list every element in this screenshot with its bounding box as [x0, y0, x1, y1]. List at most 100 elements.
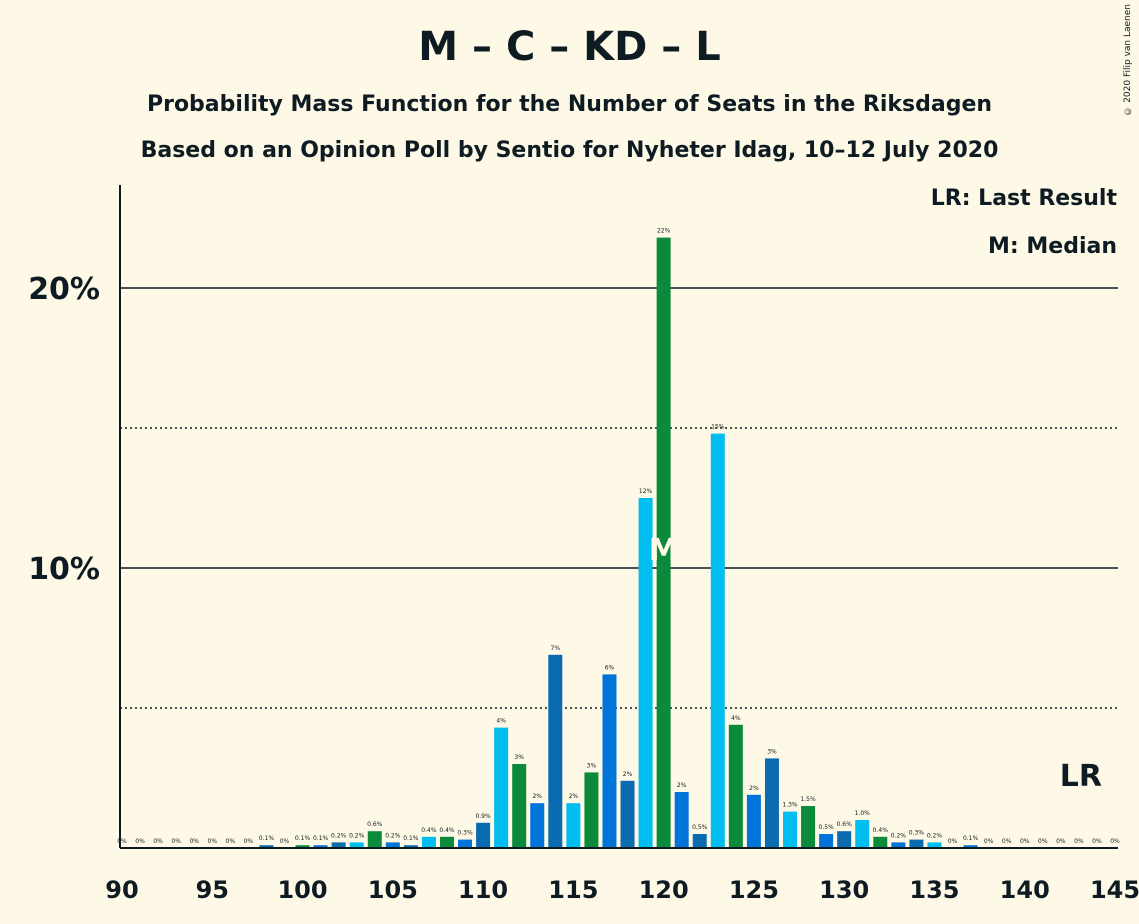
bar	[566, 803, 581, 848]
bar	[421, 836, 436, 848]
bar	[674, 792, 689, 848]
bar-data-label: 1.5%	[800, 796, 816, 803]
bar-data-label: 0%	[984, 838, 994, 845]
bar-data-label: 2%	[749, 785, 759, 792]
bar	[476, 822, 491, 848]
bar-data-label: 0.6%	[367, 821, 383, 828]
x-tick-label: 125	[729, 876, 779, 904]
bar-data-label: 0.3%	[457, 830, 473, 837]
bar	[512, 764, 527, 848]
bar-data-label: 0.5%	[819, 824, 835, 831]
bar-data-label: 0%	[1074, 838, 1084, 845]
bar	[819, 834, 834, 848]
bar	[620, 780, 635, 848]
chart-title: M – C – KD – L	[418, 24, 721, 70]
bar-data-label: 3%	[767, 748, 777, 755]
bar-data-label: 0%	[208, 838, 218, 845]
bar	[927, 842, 942, 848]
bar	[710, 433, 725, 848]
bar-data-label: 22%	[657, 228, 671, 235]
bar-data-label: 0.1%	[295, 835, 311, 842]
bar-data-label: 2%	[677, 782, 687, 789]
bar	[963, 845, 978, 848]
bar	[367, 831, 382, 848]
bar	[548, 654, 563, 848]
bar-data-label: 0%	[1110, 838, 1120, 845]
bar	[295, 845, 310, 848]
bar-data-label: 0.2%	[331, 832, 347, 839]
bar-data-label: 0%	[1056, 838, 1066, 845]
x-tick-label: 100	[277, 876, 327, 904]
bar-data-label: 0.1%	[259, 835, 275, 842]
bar	[728, 724, 743, 848]
bar-data-label: 0%	[226, 838, 236, 845]
bar	[530, 803, 545, 848]
bar-data-label: 0.3%	[909, 830, 925, 837]
bar-data-label: 0%	[117, 838, 127, 845]
bar	[692, 834, 707, 848]
bar-data-label: 0.1%	[963, 835, 979, 842]
bar-data-label: 3%	[514, 754, 524, 761]
bar-data-label: 0%	[1092, 838, 1102, 845]
last-result-marker: LR	[1060, 759, 1102, 794]
x-tick-label: 145	[1090, 876, 1139, 904]
chart-subtitle-2: Based on an Opinion Poll by Sentio for N…	[140, 138, 999, 163]
bar-data-label: 0.2%	[385, 832, 401, 839]
bar-data-label: 0%	[171, 838, 181, 845]
legend-last-result: LR: Last Result	[930, 186, 1117, 211]
x-tick-label: 120	[639, 876, 689, 904]
bar-data-label: 4%	[731, 715, 741, 722]
bar-data-label: 0.2%	[349, 832, 365, 839]
x-tick-label: 135	[909, 876, 959, 904]
bar-data-label: 0%	[1038, 838, 1048, 845]
bar	[584, 772, 599, 848]
bar	[349, 842, 364, 848]
bar-data-label: 7%	[551, 645, 561, 652]
bar-data-label: 0.9%	[475, 813, 491, 820]
bar-data-label: 0.4%	[421, 827, 437, 834]
bar	[783, 811, 798, 848]
x-tick-label: 140	[1000, 876, 1050, 904]
bar	[801, 806, 816, 848]
x-tick-label: 95	[196, 876, 229, 904]
bar-data-label: 0%	[135, 838, 145, 845]
bar-data-label: 6%	[605, 664, 615, 671]
bar-data-label: 0%	[1002, 838, 1012, 845]
bar	[385, 842, 400, 848]
bar-data-label: 0%	[189, 838, 199, 845]
bar	[331, 842, 346, 848]
y-tick-label: 10%	[28, 552, 100, 587]
bar-data-label: 0%	[1020, 838, 1030, 845]
bar	[494, 727, 509, 848]
bar-data-label: 0.1%	[403, 835, 419, 842]
bar	[602, 674, 617, 848]
bar-data-label: 4%	[496, 718, 506, 725]
bar-data-label: 2%	[623, 771, 633, 778]
bar-data-label: 0.4%	[439, 827, 455, 834]
bar	[891, 842, 906, 848]
bar-data-label: 1.0%	[855, 810, 871, 817]
x-tick-label: 105	[368, 876, 418, 904]
bar-data-label: 1.3%	[782, 802, 798, 809]
bar-data-label: 0.1%	[313, 835, 329, 842]
bar	[403, 845, 418, 848]
bar-data-label: 0.6%	[837, 821, 853, 828]
bar-data-label: 0%	[244, 838, 254, 845]
bar	[439, 836, 454, 848]
bar-data-label: 12%	[639, 488, 653, 495]
x-tick-label: 110	[458, 876, 508, 904]
chart-subtitle: Probability Mass Function for the Number…	[146, 92, 993, 117]
bar	[855, 820, 870, 848]
bar	[746, 794, 761, 848]
bar	[259, 845, 274, 848]
bar-data-label: 0%	[153, 838, 163, 845]
bar	[837, 831, 852, 848]
x-tick-label: 130	[819, 876, 869, 904]
bar-data-label: 2%	[569, 793, 579, 800]
bar-data-label: 2%	[532, 793, 542, 800]
bar-data-label: 0.5%	[692, 824, 708, 831]
bar	[638, 498, 653, 848]
bar	[458, 839, 473, 848]
x-tick-label: 90	[105, 876, 138, 904]
